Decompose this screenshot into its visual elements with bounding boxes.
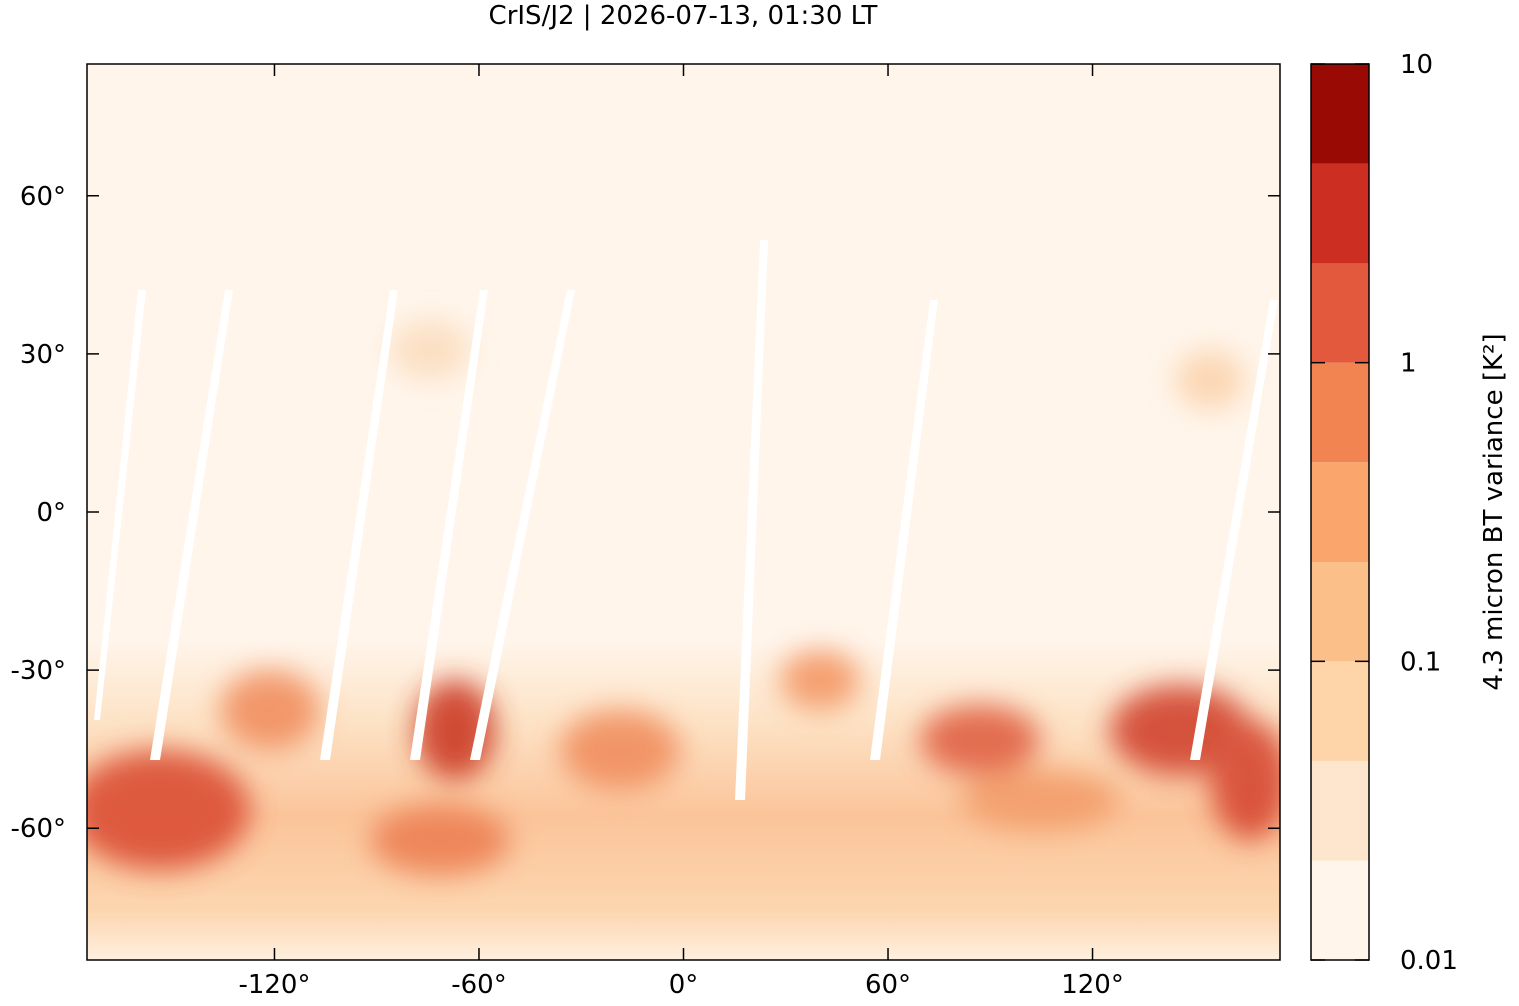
map-field — [87, 64, 1280, 960]
y-tick-label: 30° — [20, 340, 66, 370]
colorbar-band — [1311, 263, 1369, 363]
chart-title: CrIS/J2 | 2026-07-13, 01:30 LT — [489, 1, 878, 31]
x-tick-label: 0° — [669, 970, 699, 1000]
x-tick-label: 120° — [1061, 970, 1124, 1000]
colorbar-band — [1311, 462, 1369, 563]
x-tick-label: 60° — [865, 970, 911, 1000]
colorbar-tick-label: 0.1 — [1400, 647, 1441, 677]
colorbar-band — [1311, 163, 1369, 264]
colorbar-frame — [1310, 63, 1370, 961]
colorbar-tick-label: 10 — [1400, 50, 1433, 80]
y-tick-label: 60° — [20, 182, 66, 212]
colorbar-label: 4.3 micron BT variance [K²] — [1479, 333, 1509, 690]
x-tick-label: -60° — [451, 970, 506, 1000]
y-tick-label: -30° — [11, 656, 66, 686]
y-tick-label: 0° — [36, 498, 66, 528]
colorbar-band — [1311, 760, 1369, 861]
colorbar-band — [1311, 661, 1369, 761]
colorbar-band — [1311, 64, 1369, 164]
colorbar-band — [1311, 362, 1369, 463]
orbit-gaps — [94, 240, 1278, 800]
colorbar-tick-label: 0.01 — [1400, 946, 1458, 976]
colorbar-band — [1311, 860, 1369, 960]
colorbar-band — [1311, 562, 1369, 662]
y-tick-label: -60° — [11, 814, 66, 844]
colorbar-tick-label: 1 — [1400, 349, 1417, 379]
x-tick-label: -120° — [238, 970, 310, 1000]
